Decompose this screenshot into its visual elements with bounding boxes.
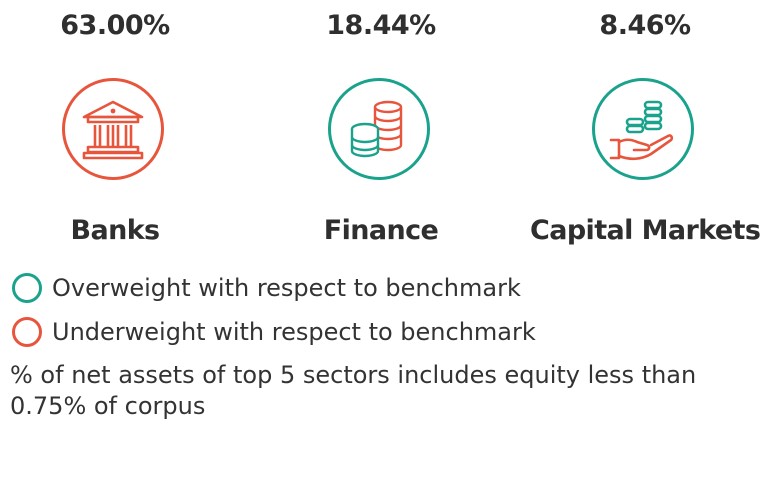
hand-with-coins-icon <box>609 100 674 161</box>
overweight-ring <box>592 78 694 180</box>
sector-percent: 18.44% <box>326 10 436 41</box>
overweight-circle-icon <box>12 273 42 303</box>
underweight-circle-icon <box>12 317 42 347</box>
legend-underweight: Underweight with respect to benchmark <box>12 317 536 347</box>
sector-percent: 63.00% <box>60 10 170 41</box>
underweight-ring <box>62 78 164 180</box>
sector-name: Banks <box>70 215 160 246</box>
sector-percent: 8.46% <box>599 10 691 41</box>
legend-overweight: Overweight with respect to benchmark <box>12 273 521 303</box>
sector-name: Capital Markets <box>530 215 761 246</box>
legend-overweight-label: Overweight with respect to benchmark <box>52 274 521 302</box>
bank-building-icon <box>82 100 144 160</box>
coin-stacks-icon <box>350 100 403 158</box>
legend-underweight-label: Underweight with respect to benchmark <box>52 318 536 346</box>
sector-name: Finance <box>323 215 439 246</box>
footnote: % of net assets of top 5 sectors include… <box>10 361 697 420</box>
overweight-ring <box>328 78 430 180</box>
